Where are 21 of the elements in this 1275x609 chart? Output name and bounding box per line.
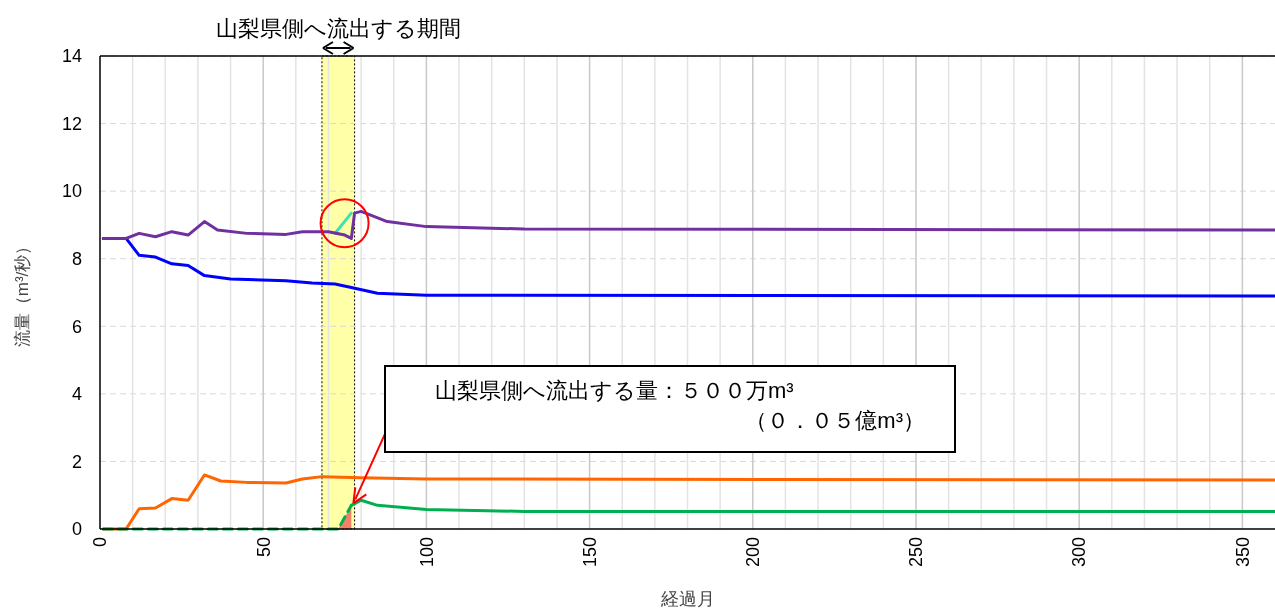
x-axis-title: 経過月 <box>659 589 715 609</box>
y-tick-label: 14 <box>61 46 82 67</box>
annotation: 山梨県側へ流出する量：５００万m³ （０．０５億m³） <box>435 378 925 433</box>
x-tick-label: 150 <box>579 537 600 568</box>
x-tick-label: 100 <box>416 537 437 568</box>
y-tick-label: 0 <box>71 519 82 540</box>
y-tick-label: 4 <box>71 384 82 405</box>
x-tick-label: 300 <box>1069 537 1090 568</box>
y-tick-label: 6 <box>71 316 82 337</box>
x-tick-label: 0 <box>90 537 111 548</box>
y-tick-label: 10 <box>61 181 82 202</box>
x-tick-label: 250 <box>906 537 927 568</box>
x-tick-label: 350 <box>1232 537 1253 568</box>
y-tick-label: 2 <box>71 451 82 472</box>
x-tick-label: 200 <box>743 537 764 568</box>
y-tick-label: 8 <box>71 249 82 270</box>
band-label: 山梨県側へ流出する期間 <box>215 16 461 41</box>
line-series <box>101 209 1275 240</box>
y-axis-title: 流量（m³/秒） <box>13 237 32 348</box>
y-tick-label: 12 <box>61 113 82 134</box>
x-tick-label: 50 <box>253 537 274 558</box>
